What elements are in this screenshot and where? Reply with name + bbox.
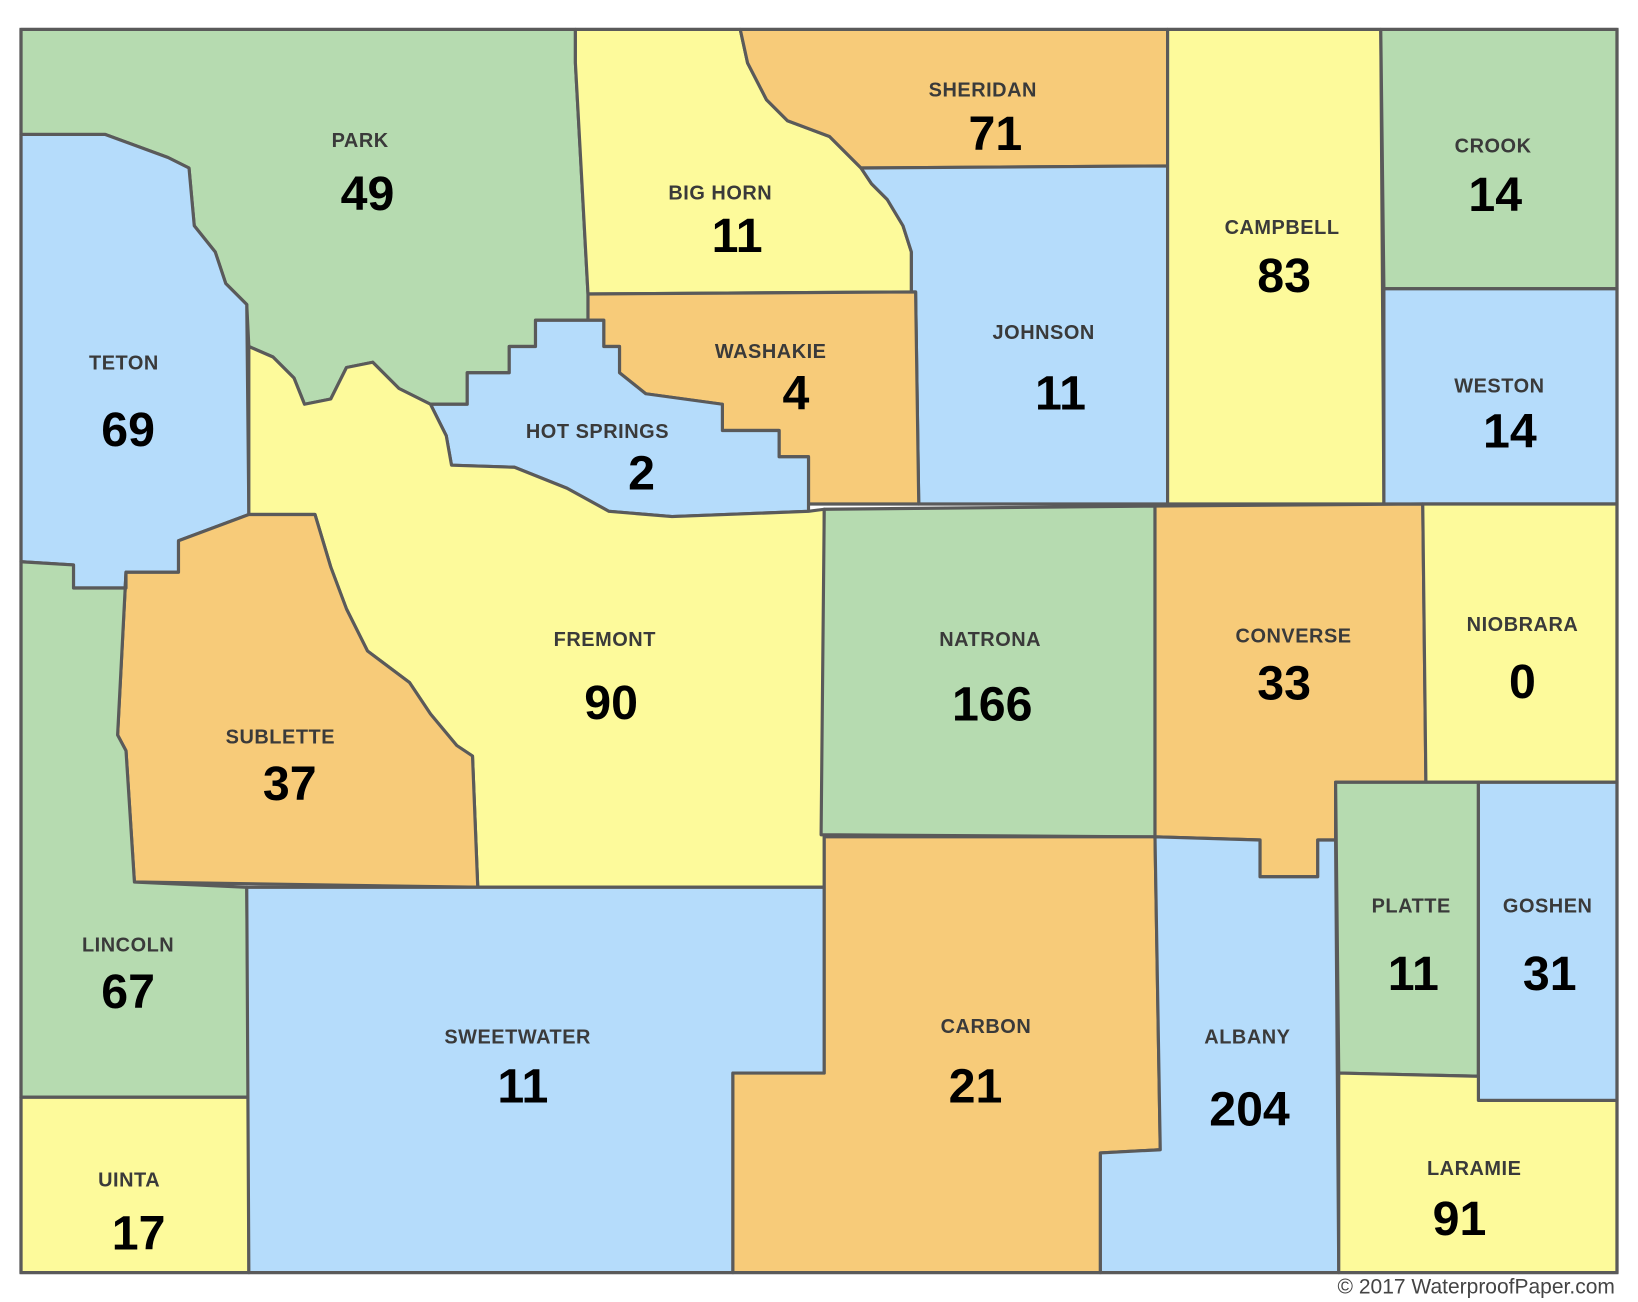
county-name-albany: ALBANY — [1204, 1027, 1290, 1049]
county-name-converse: CONVERSE — [1236, 626, 1352, 648]
county-natrona[interactable] — [819, 504, 1157, 839]
county-goshen[interactable] — [1476, 780, 1619, 1102]
county-value-johnson: 11 — [1035, 367, 1086, 421]
county-name-laramie: LARAMIE — [1427, 1158, 1522, 1180]
county-value-carbon: 21 — [949, 1060, 1003, 1114]
map-border — [19, 27, 1619, 1275]
county-name-sublette: SUBLETTE — [226, 726, 335, 748]
county-sublette[interactable] — [116, 512, 480, 889]
county-name-goshen: GOSHEN — [1503, 895, 1593, 917]
county-value-sweetwater: 11 — [497, 1060, 548, 1114]
county-name-sweetwater: SWEETWATER — [444, 1027, 591, 1049]
county-name-weston: WESTON — [1454, 376, 1544, 398]
county-value-niobrara: 0 — [1509, 655, 1536, 709]
county-name-johnson: JOHNSON — [993, 322, 1095, 344]
county-name-uinta: UINTA — [98, 1170, 160, 1192]
county-name-niobrara: NIOBRARA — [1467, 614, 1579, 636]
county-name-park: PARK — [332, 130, 389, 152]
county-value-uinta: 17 — [112, 1207, 166, 1261]
county-name-lincoln: LINCOLN — [82, 934, 174, 956]
county-value-big-horn: 11 — [712, 209, 763, 263]
county-value-sublette: 37 — [263, 757, 317, 811]
county-value-lincoln: 67 — [101, 965, 155, 1019]
county-value-washakie: 4 — [782, 367, 809, 421]
county-name-hot-springs: HOT SPRINGS — [526, 421, 669, 443]
county-name-teton: TETON — [89, 353, 159, 375]
county-name-big-horn: BIG HORN — [668, 183, 772, 205]
county-platte[interactable] — [1334, 780, 1480, 1078]
county-value-converse: 33 — [1257, 656, 1311, 710]
county-name-natrona: NATRONA — [939, 629, 1041, 651]
county-value-fremont: 90 — [584, 676, 638, 730]
copyright-text: © 2017 WaterproofPaper.com — [1338, 1276, 1615, 1299]
county-value-laramie: 91 — [1433, 1192, 1487, 1246]
county-name-campbell: CAMPBELL — [1225, 217, 1340, 239]
county-name-fremont: FREMONT — [554, 629, 656, 651]
county-value-crook: 14 — [1468, 168, 1522, 222]
county-value-platte: 11 — [1388, 947, 1439, 1001]
county-name-washakie: WASHAKIE — [715, 341, 827, 363]
county-value-campbell: 83 — [1257, 249, 1311, 303]
county-value-weston: 14 — [1483, 404, 1537, 458]
county-name-platte: PLATTE — [1372, 895, 1451, 917]
county-niobrara[interactable] — [1421, 502, 1619, 784]
county-crook[interactable] — [1379, 27, 1619, 291]
county-value-sheridan: 71 — [969, 107, 1023, 161]
county-value-natrona: 166 — [952, 677, 1033, 731]
county-value-teton: 69 — [101, 403, 155, 457]
county-value-park: 49 — [341, 167, 395, 221]
county-value-hot-springs: 2 — [628, 446, 655, 500]
county-value-goshen: 31 — [1523, 947, 1577, 1001]
county-value-albany: 204 — [1209, 1083, 1290, 1137]
county-name-sheridan: SHERIDAN — [929, 80, 1037, 102]
county-name-crook: CROOK — [1455, 135, 1532, 157]
county-name-carbon: CARBON — [941, 1016, 1032, 1038]
